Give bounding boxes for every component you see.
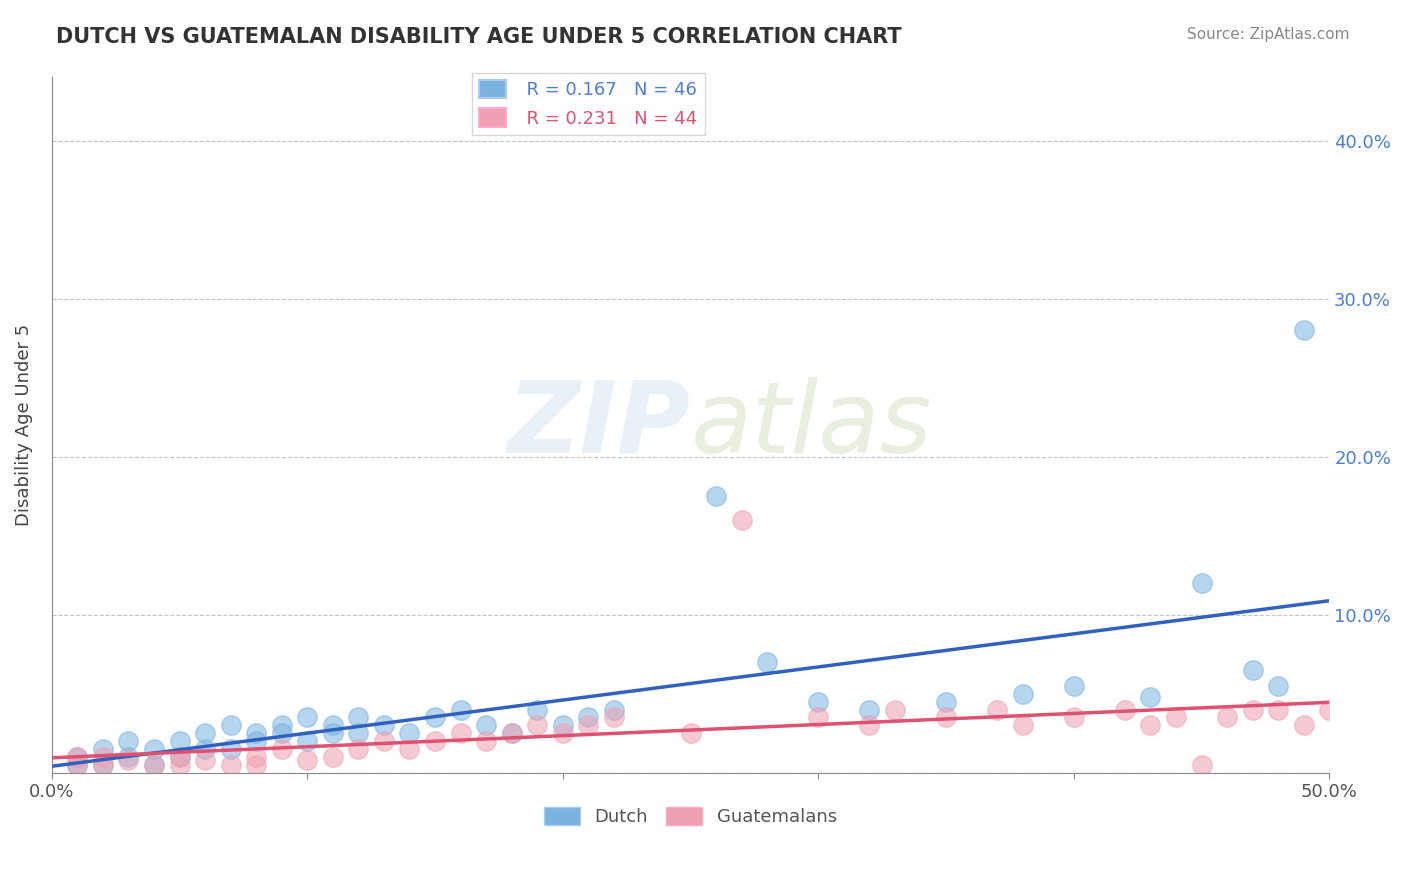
- Text: DUTCH VS GUATEMALAN DISABILITY AGE UNDER 5 CORRELATION CHART: DUTCH VS GUATEMALAN DISABILITY AGE UNDER…: [56, 27, 901, 46]
- Y-axis label: Disability Age Under 5: Disability Age Under 5: [15, 324, 32, 526]
- Text: ZIP: ZIP: [508, 376, 690, 474]
- Text: Source: ZipAtlas.com: Source: ZipAtlas.com: [1187, 27, 1350, 42]
- Legend: Dutch, Guatemalans: Dutch, Guatemalans: [537, 799, 844, 833]
- Text: atlas: atlas: [690, 376, 932, 474]
